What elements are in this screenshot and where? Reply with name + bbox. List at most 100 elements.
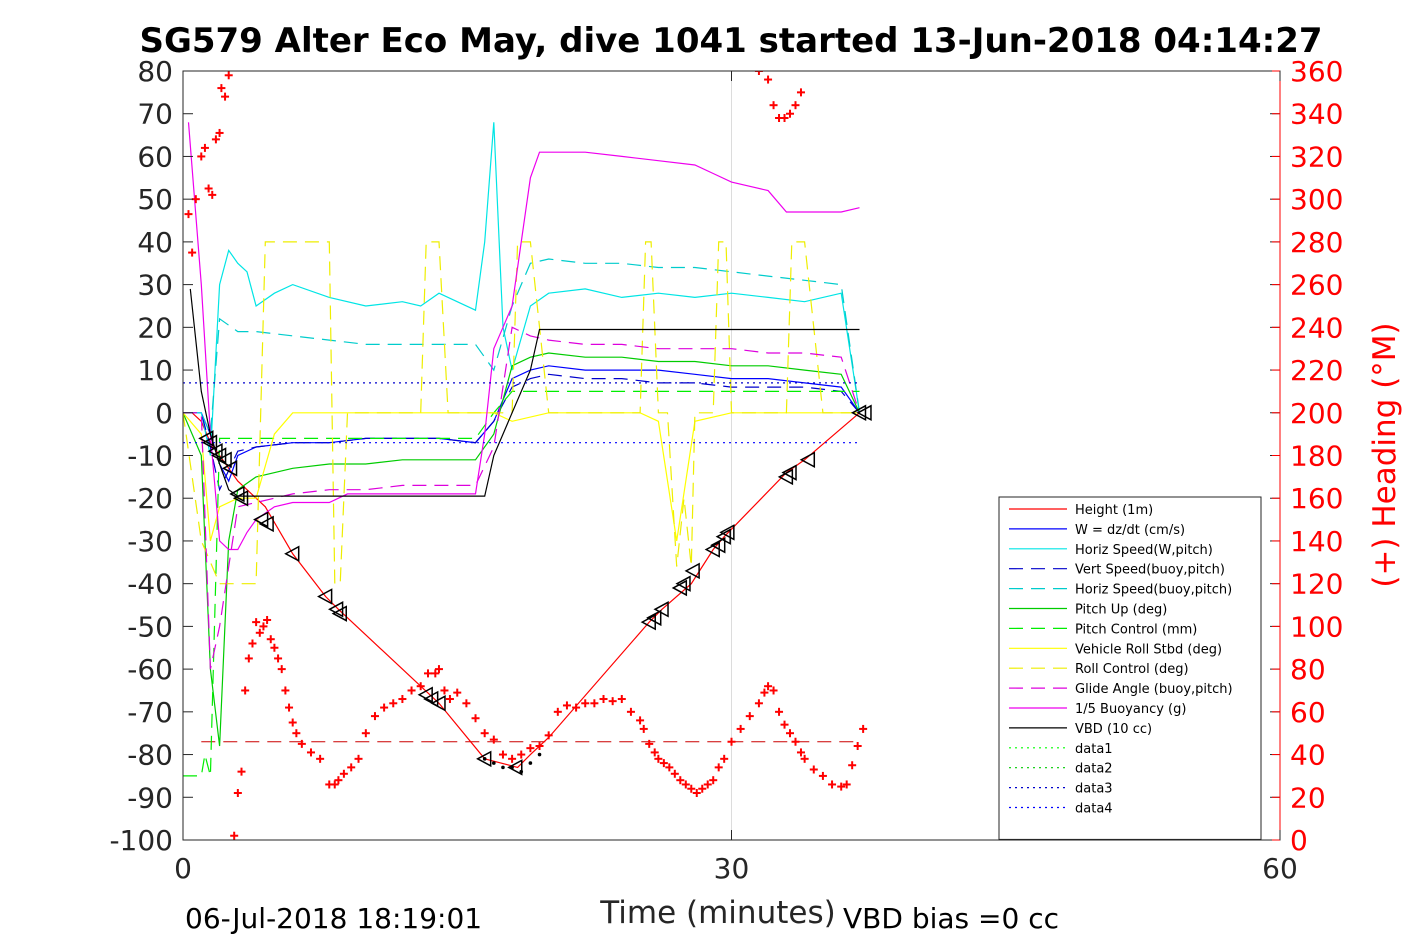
sample-marker	[476, 750, 492, 768]
sample-marker	[331, 605, 347, 622]
series-5	[183, 352, 861, 747]
y-tick-label: 50	[137, 183, 173, 216]
sample-marker	[646, 609, 662, 627]
sample-marker	[258, 515, 274, 533]
x-tick-label: 0	[174, 852, 192, 885]
series-0	[191, 412, 860, 769]
legend-entry: data3	[1075, 782, 1113, 797]
sample-marker	[423, 690, 439, 708]
series-6	[183, 390, 860, 777]
sample-marker	[675, 575, 691, 592]
sample-marker	[684, 562, 700, 580]
y2-tick-label: 60	[1290, 696, 1326, 729]
series-11	[189, 288, 860, 497]
sample-marker	[653, 601, 669, 618]
legend-entry: W = dz/dt (cm/s)	[1075, 523, 1185, 538]
series-10	[187, 122, 860, 551]
sample-marker	[430, 695, 446, 712]
legend-entry: Roll Control (deg)	[1075, 662, 1189, 677]
footer-vbd-bias: VBD bias =0 cc	[843, 902, 1059, 935]
y-tick-label: 60	[137, 140, 173, 173]
sample-marker	[216, 451, 232, 469]
legend-entry: Glide Angle (buoy,pitch)	[1075, 682, 1233, 697]
sample-marker	[710, 536, 726, 554]
y-tick-label: 40	[137, 226, 173, 259]
y2-tick-label: 100	[1290, 610, 1343, 643]
y2-tick-label: 220	[1290, 354, 1343, 387]
bottom-dot	[501, 765, 505, 770]
y2-tick-label: 240	[1290, 311, 1343, 344]
sample-marker	[284, 545, 300, 563]
y2-tick-label: 0	[1290, 824, 1308, 857]
legend-entry: Pitch Up (deg)	[1075, 603, 1167, 618]
y2-tick-label: 140	[1290, 525, 1343, 558]
series-group	[183, 71, 872, 840]
bottom-dot	[528, 761, 533, 765]
y-tick-label: -50	[127, 610, 173, 643]
bottom-dot	[492, 761, 496, 765]
legend: Height (1m) W = dz/dt (cm/s) Horiz Speed(W…	[998, 496, 1262, 840]
y-tick-label: -30	[127, 525, 173, 558]
legend-entry: data4	[1075, 802, 1113, 817]
series-2	[183, 122, 861, 456]
y-tick-label: 10	[137, 354, 173, 387]
y2-tick-label: 40	[1290, 739, 1326, 772]
x-axis-ticks: 0 30 60	[174, 71, 1298, 885]
y-tick-label: 80	[137, 55, 173, 88]
y2-tick-label: 340	[1290, 98, 1343, 131]
y2-tick-label: 200	[1290, 397, 1343, 430]
legend-entry: Pitch Control (mm)	[1075, 622, 1197, 637]
bottom-dot	[537, 752, 542, 757]
y2-tick-label: 260	[1290, 269, 1343, 302]
y-tick-label: -100	[109, 824, 173, 857]
legend-entry: Horiz Speed(buoy,pitch)	[1075, 583, 1232, 598]
x-tick-label: 30	[714, 852, 750, 885]
sample-marker	[507, 759, 523, 776]
y-tick-label: -70	[127, 696, 173, 729]
right-axis-ticks: 3603403203002802602402202001801601401201…	[1272, 55, 1343, 857]
sample-marker	[232, 489, 249, 507]
sample-marker	[781, 464, 797, 481]
legend-entry: 1/5 Buoyancy (g)	[1075, 702, 1186, 717]
series-8	[183, 241, 860, 585]
legend-entry: Height (1m)	[1075, 503, 1153, 518]
y-tick-label: -80	[127, 739, 173, 772]
y-tick-label: 20	[137, 311, 173, 344]
legend-entry: VBD (10 cc)	[1075, 722, 1152, 737]
y2-tick-label: 120	[1290, 568, 1343, 601]
y-tick-label: -20	[127, 482, 173, 515]
chart-title: SG579 Alter Eco May, dive 1041 started 1…	[139, 21, 1322, 61]
y-tick-label: 70	[137, 98, 173, 131]
sample-marker	[317, 588, 333, 605]
y2-tick-label: 180	[1290, 440, 1343, 473]
series-3	[183, 373, 860, 492]
legend-entry: Vert Speed(buoy,pitch)	[1075, 563, 1225, 578]
sample-marker	[850, 404, 867, 422]
y-tick-label: -90	[127, 781, 173, 814]
sample-marker	[221, 460, 238, 477]
sample-marker	[856, 404, 872, 422]
y2-tick-label: 20	[1290, 781, 1326, 814]
series-9	[183, 326, 861, 670]
y2-tick-label: 300	[1290, 183, 1343, 216]
x-axis-label: Time (minutes)	[599, 895, 835, 931]
y2-tick-label: 320	[1290, 140, 1343, 173]
sample-marker	[799, 451, 816, 469]
left-axis-ticks: 80 70 60 50 40 30 20 10 0 -10 -20 -30 -40 -50 -60 -70 -8…	[109, 55, 1280, 857]
bottom-dot	[482, 757, 487, 761]
y2-tick-label: 80	[1290, 653, 1326, 686]
sample-marker	[719, 524, 735, 541]
y2-tick-label: 160	[1290, 482, 1343, 515]
legend-entry: data2	[1075, 762, 1113, 777]
y-tick-label: -60	[127, 653, 173, 686]
legend-entry: Horiz Speed(W,pitch)	[1075, 543, 1213, 558]
y2-tick-label: 280	[1290, 226, 1343, 259]
legend-entry: data1	[1075, 742, 1113, 757]
footer-timestamp: 06-Jul-2018 18:19:01	[185, 902, 482, 935]
x-tick-label: 60	[1262, 852, 1298, 885]
y-tick-label: 30	[137, 269, 173, 302]
legend-entry: Vehicle Roll Stbd (deg)	[1075, 642, 1222, 657]
y2-tick-label: 360	[1290, 55, 1343, 88]
y-tick-label: -40	[127, 568, 173, 601]
